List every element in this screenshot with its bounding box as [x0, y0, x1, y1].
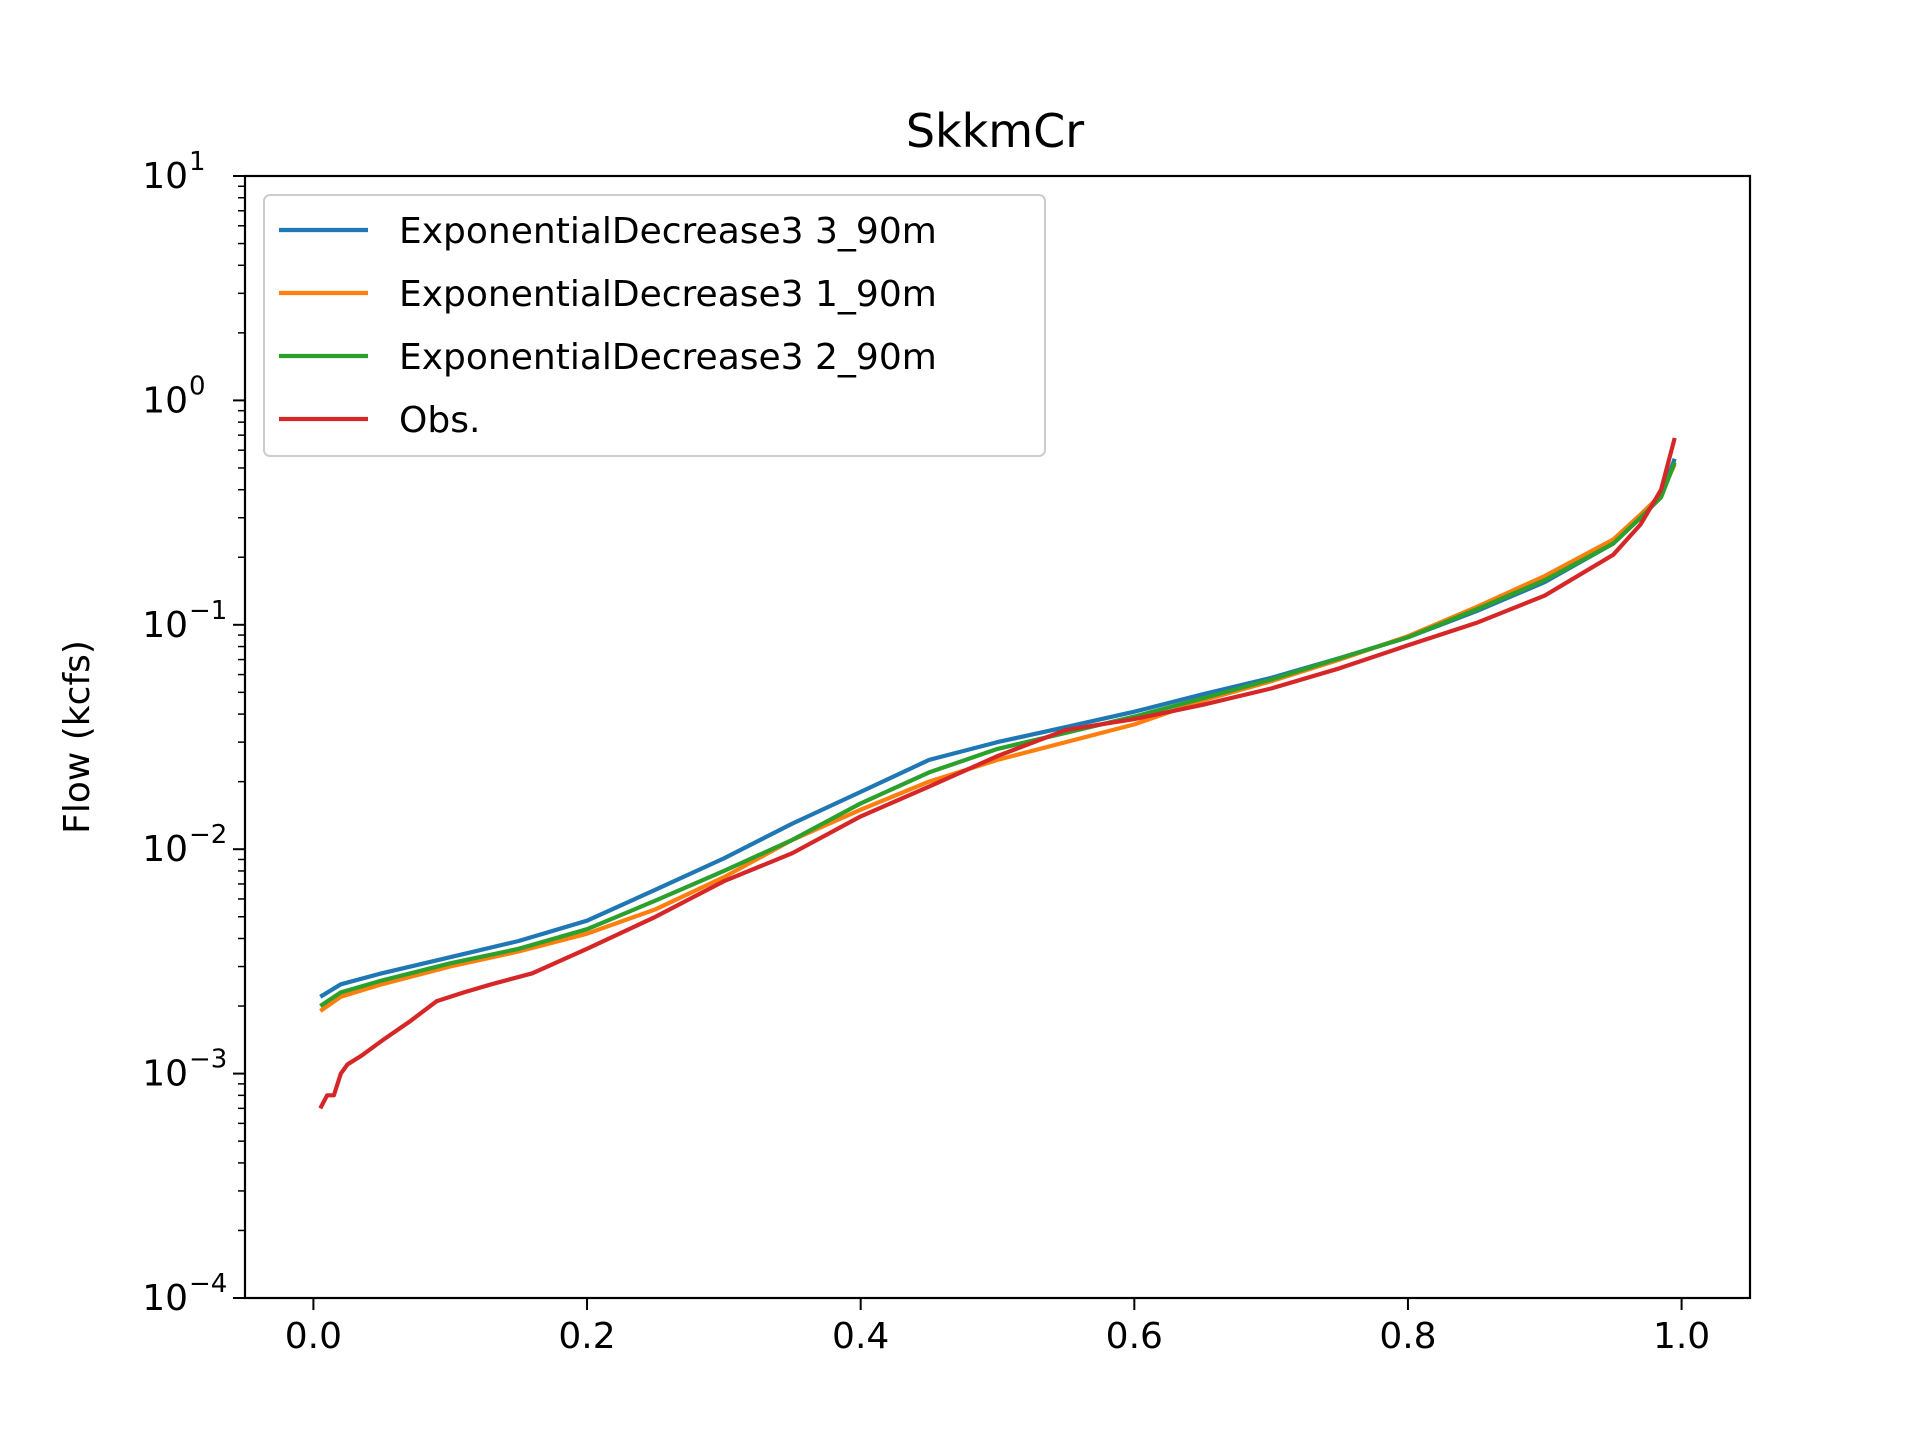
- y-tick-exponent: 1: [189, 147, 206, 177]
- x-tick-label: 0.2: [558, 1316, 615, 1357]
- x-tick-label: 0.4: [832, 1316, 889, 1357]
- x-tick-label: 0.0: [285, 1316, 342, 1357]
- x-tick-label: 0.6: [1106, 1316, 1163, 1357]
- y-tick-exponent: −3: [189, 1045, 227, 1075]
- chart-title: SkkmCr: [906, 104, 1084, 158]
- y-tick-exponent: −4: [189, 1269, 227, 1299]
- y-tick-exponent: 0: [189, 371, 206, 401]
- y-tick-label: 10: [142, 380, 188, 421]
- x-tick-label: 0.8: [1379, 1316, 1436, 1357]
- legend-frame: [263, 194, 1046, 457]
- y-tick-label: 10: [142, 829, 188, 870]
- legend-label: ExponentialDecrease3 1_90m: [399, 274, 937, 315]
- legend-label: ExponentialDecrease3 2_90m: [399, 337, 937, 378]
- y-tick-label: 10: [142, 1278, 188, 1319]
- y-axis-label: Flow (kcfs): [57, 640, 98, 834]
- series-line-4: [318, 437, 1677, 1110]
- y-tick-exponent: −2: [189, 820, 227, 850]
- series-line-2: [319, 463, 1677, 1013]
- plot-frame: [243, 174, 1752, 1300]
- y-tick-label: 10: [142, 156, 188, 197]
- legend-label: ExponentialDecrease3 3_90m: [399, 211, 937, 252]
- y-tick-label: 10: [142, 605, 188, 646]
- legend-label: Obs.: [399, 400, 480, 441]
- y-tick-exponent: −1: [189, 596, 227, 626]
- y-tick-label: 10: [142, 1054, 188, 1095]
- x-axis-ticks: 0.0 0.2 0.4 0.6 0.8 1.0: [285, 1298, 1710, 1357]
- y-axis-minor-ticks: [238, 185, 245, 1232]
- legend: ExponentialDecrease3 3_90m ExponentialDec…: [263, 194, 1046, 457]
- plot-lines: [318, 437, 1677, 1110]
- x-tick-label: 1.0: [1653, 1316, 1710, 1357]
